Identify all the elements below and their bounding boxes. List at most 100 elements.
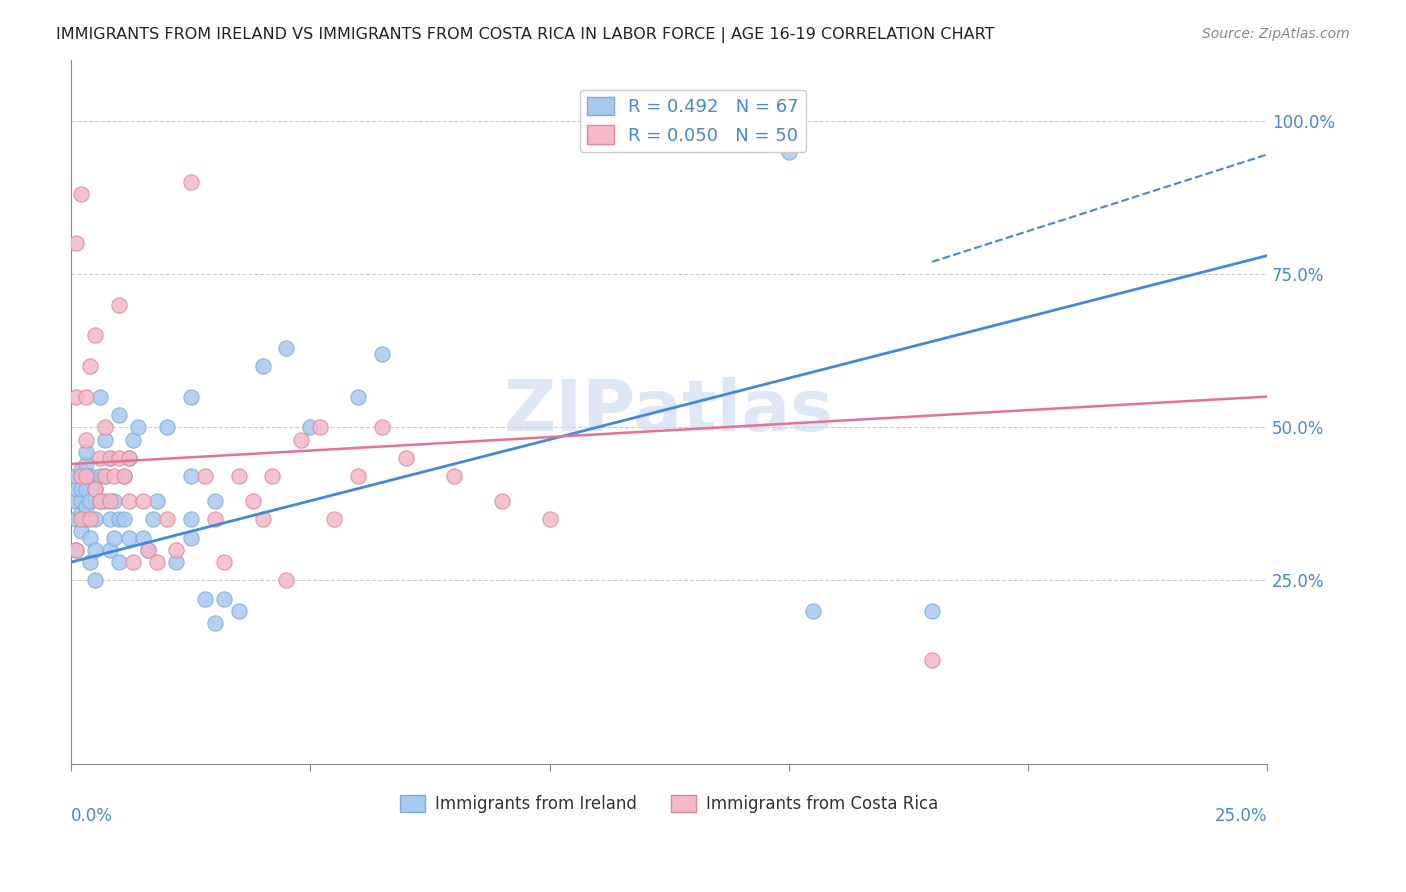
Point xyxy=(75,482,97,496)
Point xyxy=(93,469,115,483)
Point xyxy=(75,457,97,471)
Point xyxy=(228,604,250,618)
Point xyxy=(117,450,139,465)
Point xyxy=(98,450,121,465)
Point xyxy=(93,469,115,483)
Point xyxy=(69,493,91,508)
Point xyxy=(103,469,125,483)
Point xyxy=(75,500,97,514)
Point xyxy=(84,482,107,496)
Point xyxy=(75,512,97,526)
Point xyxy=(921,604,943,618)
Point xyxy=(93,493,115,508)
Point xyxy=(79,469,101,483)
Point xyxy=(156,420,179,434)
Point xyxy=(180,531,202,545)
Point xyxy=(108,555,131,569)
Point xyxy=(166,542,188,557)
Point xyxy=(65,542,87,557)
Point xyxy=(65,469,87,483)
Point xyxy=(491,493,513,508)
Text: 25.0%: 25.0% xyxy=(1215,806,1267,824)
Point xyxy=(84,574,107,588)
Point xyxy=(371,420,394,434)
Point xyxy=(180,390,202,404)
Point xyxy=(65,236,87,251)
Point xyxy=(180,469,202,483)
Point xyxy=(136,542,159,557)
Point xyxy=(75,444,97,458)
Point xyxy=(262,469,284,483)
Point xyxy=(84,482,107,496)
Point xyxy=(204,493,226,508)
Point xyxy=(228,469,250,483)
Text: 0.0%: 0.0% xyxy=(72,806,112,824)
Point xyxy=(146,493,169,508)
Point xyxy=(89,493,111,508)
Point xyxy=(117,493,139,508)
Point xyxy=(84,512,107,526)
Point xyxy=(299,420,322,434)
Point xyxy=(276,341,298,355)
Point xyxy=(79,531,101,545)
Text: ZIPatlas: ZIPatlas xyxy=(503,377,834,446)
Point xyxy=(89,469,111,483)
Point xyxy=(127,420,149,434)
Point xyxy=(156,512,179,526)
Point xyxy=(252,512,274,526)
Point xyxy=(117,531,139,545)
Point xyxy=(122,433,145,447)
Legend: Immigrants from Ireland, Immigrants from Costa Rica: Immigrants from Ireland, Immigrants from… xyxy=(394,788,945,820)
Point xyxy=(69,187,91,202)
Point xyxy=(132,531,155,545)
Point xyxy=(538,512,561,526)
Point xyxy=(89,450,111,465)
Point xyxy=(98,493,121,508)
Point xyxy=(443,469,465,483)
Point xyxy=(132,493,155,508)
Point xyxy=(214,591,236,606)
Point xyxy=(69,524,91,539)
Point xyxy=(204,616,226,631)
Point xyxy=(371,347,394,361)
Point xyxy=(166,555,188,569)
Point xyxy=(194,469,217,483)
Point xyxy=(108,450,131,465)
Point xyxy=(309,420,332,434)
Point xyxy=(65,390,87,404)
Point xyxy=(75,433,97,447)
Point xyxy=(89,390,111,404)
Point xyxy=(98,512,121,526)
Point xyxy=(290,433,312,447)
Point xyxy=(347,390,370,404)
Point xyxy=(75,469,97,483)
Point xyxy=(112,469,135,483)
Point xyxy=(65,493,87,508)
Point xyxy=(180,175,202,189)
Point xyxy=(108,408,131,422)
Point xyxy=(395,450,418,465)
Point xyxy=(103,531,125,545)
Point xyxy=(79,555,101,569)
Point xyxy=(69,512,91,526)
Point xyxy=(93,433,115,447)
Point xyxy=(65,482,87,496)
Point xyxy=(79,359,101,373)
Point xyxy=(69,506,91,520)
Point xyxy=(276,574,298,588)
Point xyxy=(112,512,135,526)
Point xyxy=(98,542,121,557)
Point xyxy=(93,420,115,434)
Point xyxy=(65,542,87,557)
Point xyxy=(89,493,111,508)
Point xyxy=(921,653,943,667)
Point xyxy=(79,493,101,508)
Point xyxy=(79,512,101,526)
Point xyxy=(69,482,91,496)
Point xyxy=(75,390,97,404)
Point xyxy=(801,604,824,618)
Point xyxy=(69,463,91,477)
Point xyxy=(323,512,346,526)
Point xyxy=(136,542,159,557)
Point xyxy=(214,555,236,569)
